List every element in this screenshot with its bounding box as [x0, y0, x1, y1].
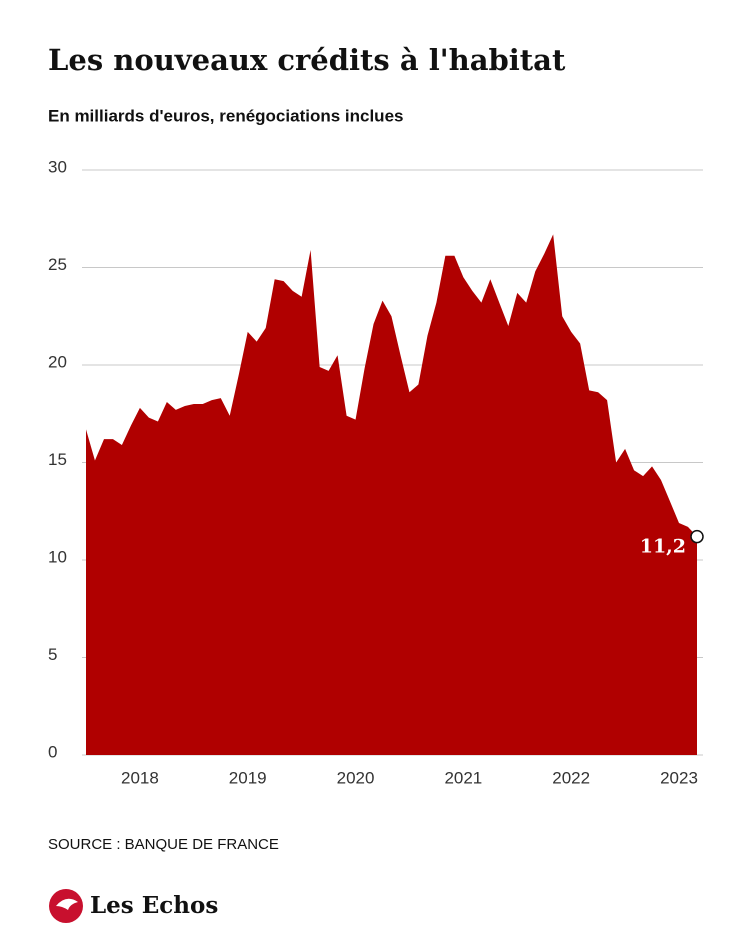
- x-tick-label: 2021: [444, 768, 482, 787]
- plot-area: 0 5 10 15 20 25 30 11,2 2018 2019 2020 2021 2022 2023: [48, 157, 704, 787]
- y-tick-label: 25: [48, 255, 67, 274]
- chart-subtitle: En milliards d'euros, renégociations inc…: [48, 106, 403, 125]
- x-tick-label: 2020: [337, 768, 375, 787]
- y-tick-label: 0: [48, 742, 57, 761]
- value-label: 11,2: [640, 536, 686, 558]
- brand: Les Echos: [90, 892, 218, 919]
- y-tick-label: 5: [48, 645, 57, 664]
- y-tick-label: 10: [48, 547, 67, 566]
- x-tick-label: 2023: [660, 768, 698, 787]
- chart-title: Les nouveaux crédits à l'habitat: [48, 43, 566, 77]
- logo-bird: [56, 898, 78, 910]
- y-tick-label: 15: [48, 450, 67, 469]
- area: [86, 234, 697, 756]
- y-tick-label: 20: [48, 352, 67, 371]
- x-tick-label: 2019: [229, 768, 267, 787]
- source: SOURCE : BANQUE DE FRANCE: [48, 836, 279, 853]
- x-tick-label: 2022: [552, 768, 590, 787]
- end-marker: [690, 529, 704, 544]
- y-tick-label: 30: [48, 157, 67, 176]
- x-tick-label: 2018: [121, 768, 159, 787]
